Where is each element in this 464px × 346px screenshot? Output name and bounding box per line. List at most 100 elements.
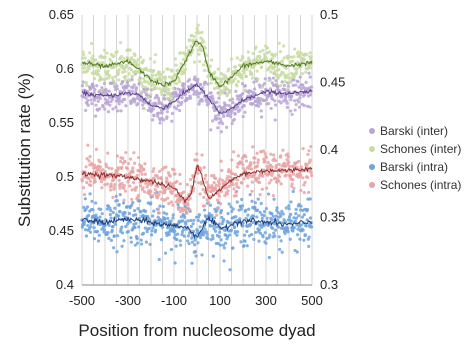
data-point: [292, 226, 296, 230]
data-point: [120, 225, 124, 229]
data-point: [235, 200, 239, 204]
data-point: [186, 234, 190, 238]
data-point: [287, 215, 292, 219]
data-point: [139, 169, 143, 174]
data-point: [94, 201, 98, 205]
data-point: [126, 162, 130, 166]
data-point: [121, 201, 126, 205]
data-point: [119, 40, 123, 45]
data-point: [183, 215, 187, 220]
data-point: [307, 244, 311, 249]
data-point: [253, 201, 257, 205]
data-point: [196, 241, 200, 245]
data-point: [119, 109, 123, 113]
data-point: [117, 202, 121, 207]
data-point: [125, 205, 129, 209]
data-point: [307, 149, 311, 153]
data-point: [204, 173, 208, 177]
data-point: [188, 96, 193, 100]
data-point: [211, 97, 215, 101]
data-point: [187, 242, 191, 246]
data-point: [192, 218, 196, 222]
data-point: [149, 201, 153, 205]
data-point: [113, 183, 117, 187]
data-point: [115, 50, 119, 54]
data-point: [297, 100, 301, 104]
data-point: [231, 207, 235, 211]
data-point: [283, 88, 287, 92]
data-point: [96, 99, 100, 103]
data-point: [298, 55, 302, 59]
data-point: [281, 71, 285, 75]
data-point: [294, 102, 298, 107]
data-point: [226, 211, 230, 216]
data-point: [100, 186, 104, 190]
data-point: [225, 125, 229, 129]
data-point: [144, 90, 148, 94]
data-point: [289, 109, 293, 113]
data-point: [236, 80, 240, 84]
data-point: [233, 65, 238, 69]
data-point: [159, 177, 164, 181]
data-point: [180, 96, 184, 100]
data-point: [166, 67, 170, 71]
data-point: [297, 105, 302, 109]
data-point: [230, 171, 235, 176]
data-point: [183, 68, 188, 72]
legend: Barski (inter) Schones (inter) Barski (int…: [369, 124, 461, 192]
data-point: [211, 236, 215, 241]
trend-line: [81, 164, 313, 204]
data-point: [256, 161, 260, 165]
data-point: [156, 114, 160, 118]
data-point: [140, 164, 144, 168]
data-point: [117, 102, 121, 106]
data-point: [259, 201, 263, 206]
data-point: [270, 173, 274, 178]
data-point: [148, 242, 152, 247]
data-point: [195, 26, 199, 31]
data-point: [303, 180, 307, 185]
data-point: [180, 232, 184, 237]
data-point: [202, 165, 206, 170]
data-point: [130, 197, 134, 202]
data-point: [232, 117, 236, 122]
data-point: [131, 200, 135, 205]
data-point: [244, 216, 248, 220]
data-point: [127, 72, 131, 76]
data-point: [83, 56, 87, 60]
data-point: [274, 52, 278, 56]
data-point: [163, 97, 167, 101]
data-point: [221, 243, 225, 247]
data-point: [144, 85, 148, 89]
data-point: [273, 99, 277, 103]
data-point: [212, 216, 217, 220]
data-point: [173, 229, 177, 233]
data-point: [85, 83, 89, 87]
data-point: [305, 208, 310, 212]
data-point: [86, 98, 90, 103]
data-point: [257, 104, 261, 108]
data-point: [94, 103, 98, 107]
data-point: [244, 159, 249, 163]
data-point: [152, 167, 156, 171]
data-point: [175, 237, 179, 242]
data-point: [84, 234, 89, 238]
data-point: [172, 168, 176, 172]
data-point: [108, 103, 112, 107]
data-point: [285, 226, 289, 230]
data-point: [201, 63, 206, 67]
data-point: [258, 99, 262, 103]
data-point: [196, 218, 200, 223]
data-point: [113, 64, 117, 68]
data-point: [259, 115, 264, 119]
data-point: [120, 244, 124, 248]
data-point: [284, 206, 288, 210]
data-point: [92, 237, 97, 241]
data-point: [89, 98, 93, 102]
data-point: [216, 67, 220, 71]
data-point: [279, 154, 283, 158]
data-point: [124, 104, 128, 108]
data-point: [154, 53, 158, 57]
data-point: [235, 84, 239, 88]
legend-marker: [369, 146, 375, 152]
